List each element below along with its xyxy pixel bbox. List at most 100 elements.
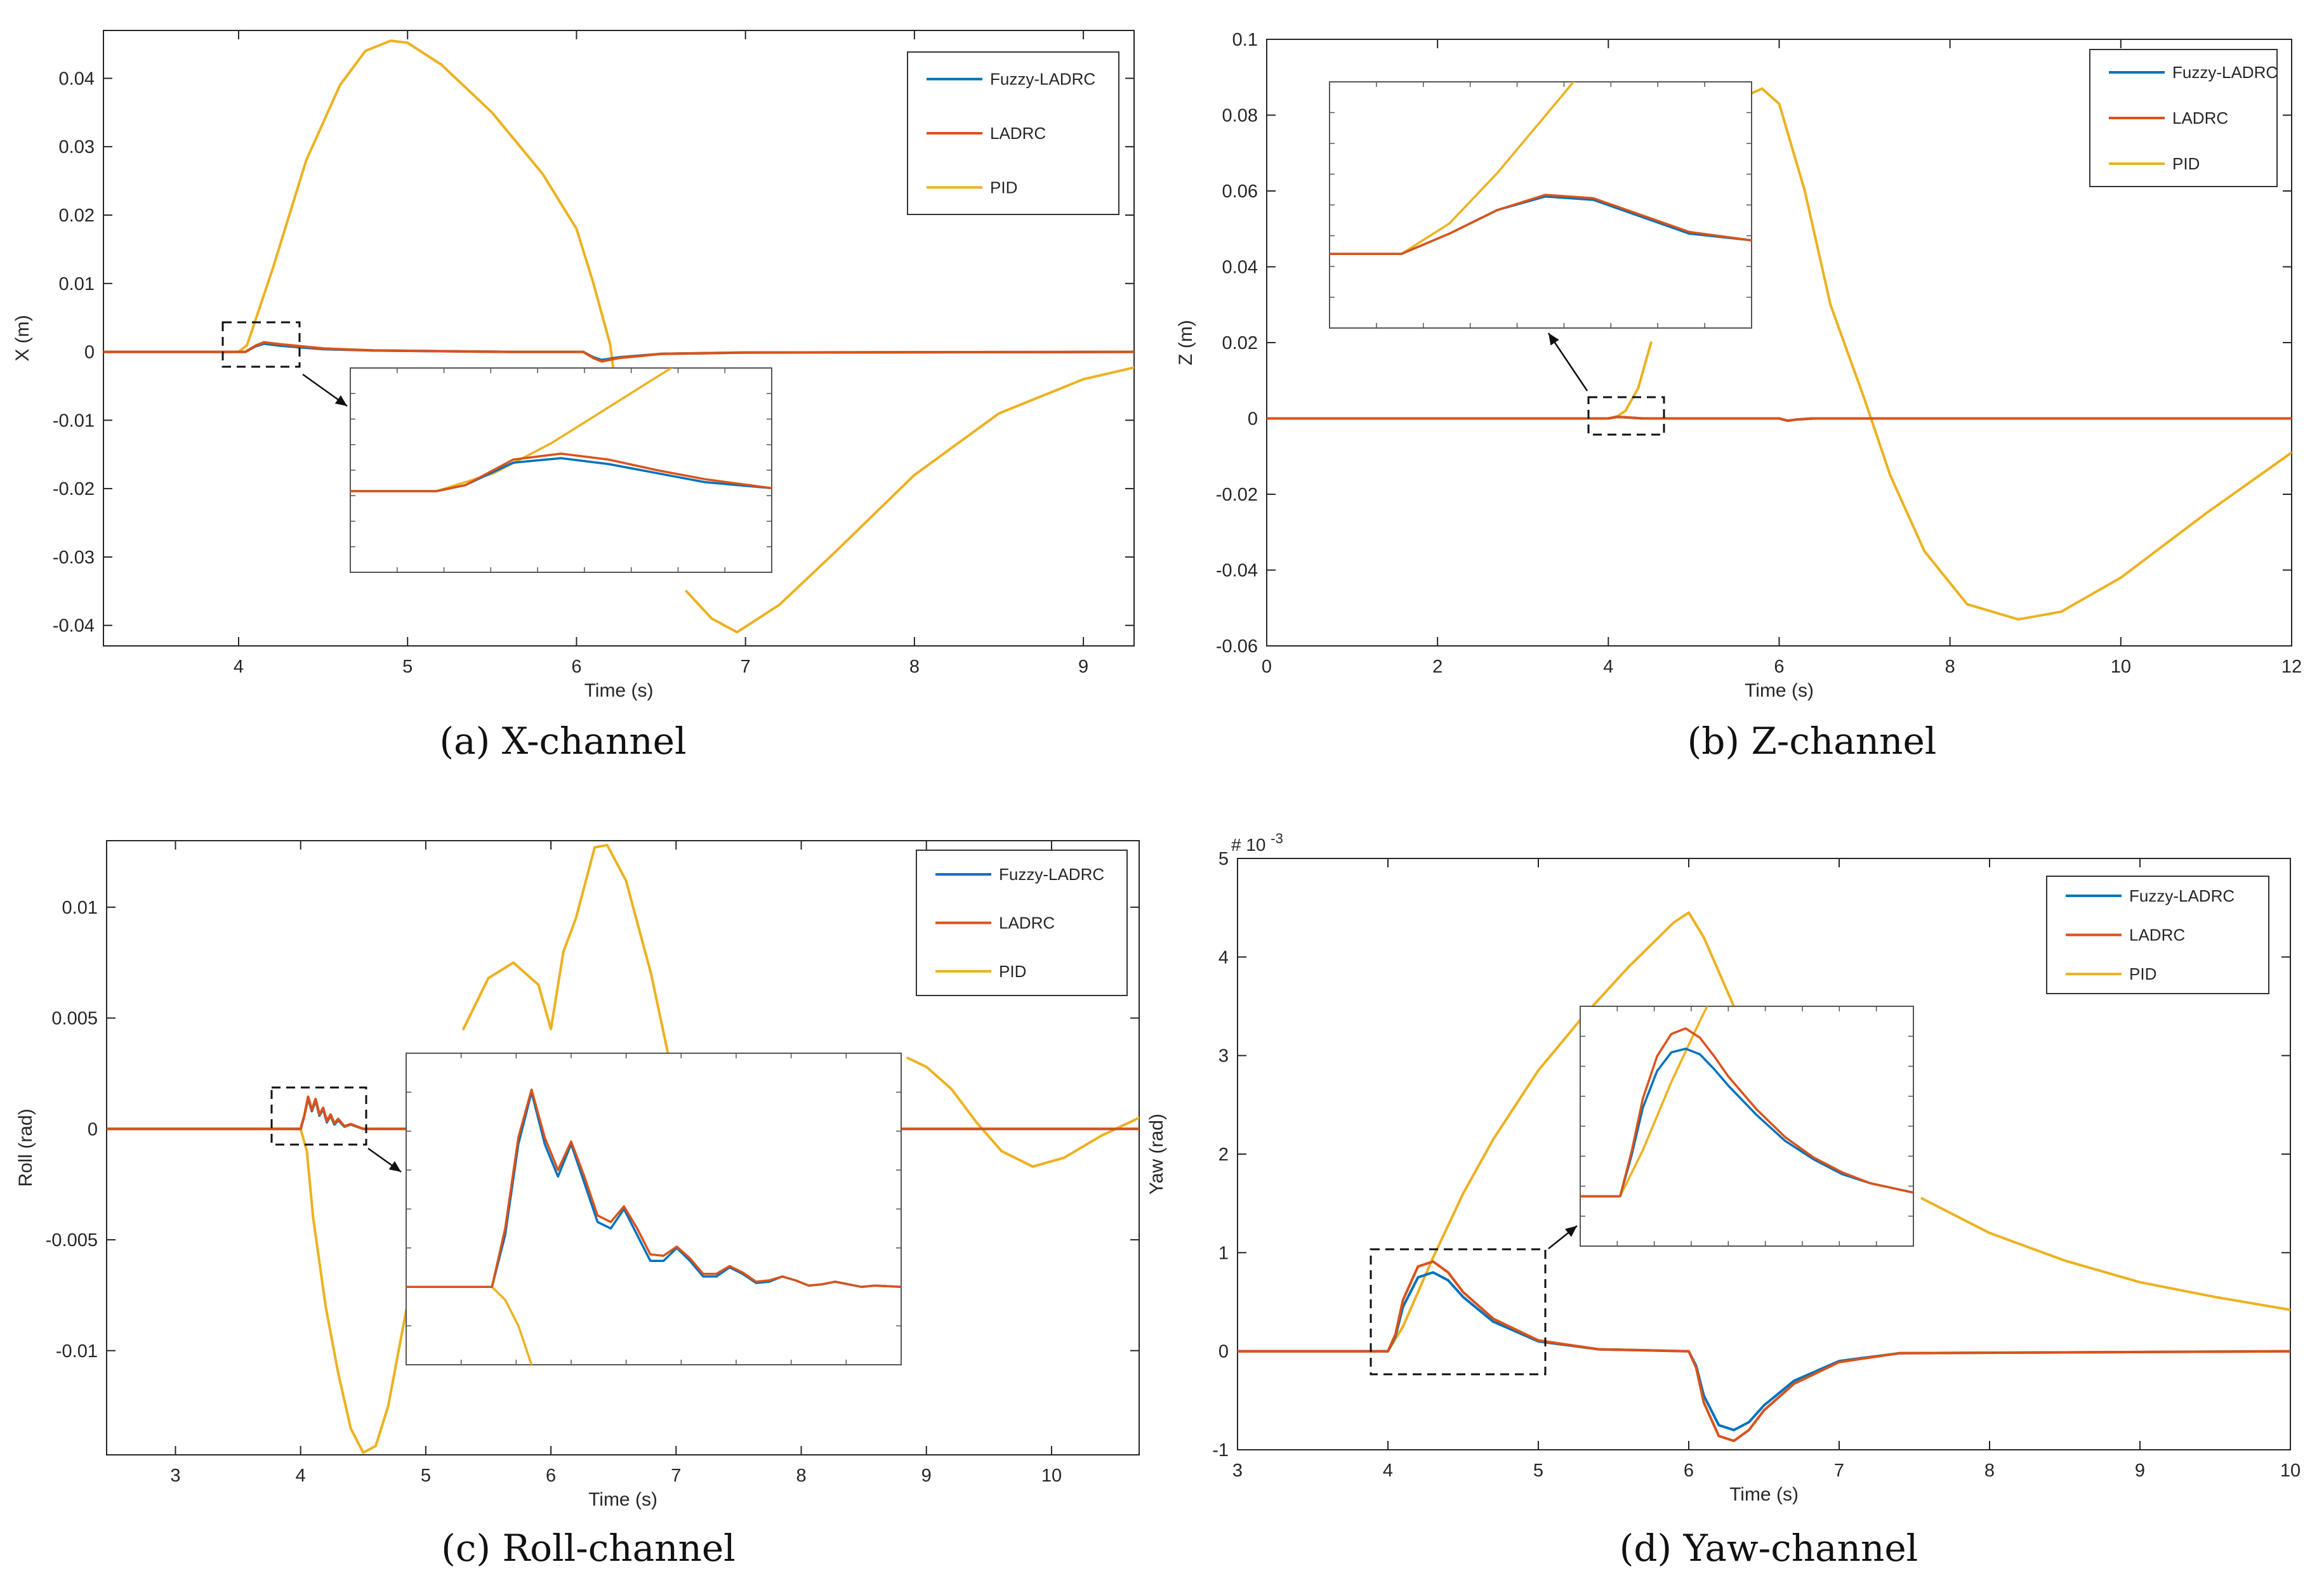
chart-x: 4 5 6 7 8 9 -0.04 -0.03 -0.02 -0.01 0 0.01 0.02 0.03 0… xyxy=(12,30,1135,763)
legend-label-pid: PID xyxy=(2129,964,2156,983)
legend-label-pid: PID xyxy=(999,962,1026,981)
plot-area xyxy=(1267,87,2292,621)
y-tick-label: 0.01 xyxy=(62,898,98,918)
zoom-arrow-head xyxy=(388,1161,401,1172)
series-ladrc xyxy=(103,341,1134,363)
y-exponent-power: -3 xyxy=(1271,831,1283,846)
y-tick-label: 0.08 xyxy=(1222,106,1258,126)
x-tick-label: 4 xyxy=(1603,657,1613,677)
x-tick-label: 8 xyxy=(909,657,920,677)
x-tick-label: 5 xyxy=(1533,1461,1543,1481)
y-tick-label: 4 xyxy=(1218,947,1229,968)
plot-area xyxy=(1238,911,2290,1442)
y-tick-label: 0.02 xyxy=(59,206,95,226)
y-tick-label: -1 xyxy=(1212,1440,1229,1461)
y-tick-label: -0.04 xyxy=(1216,561,1258,581)
x-tick-label: 7 xyxy=(671,1466,681,1486)
series-pid xyxy=(107,844,1139,1454)
zoom-region-box xyxy=(1587,396,1665,436)
chart-roll: 3 4 5 6 7 8 9 10 -0.01 -0.005 0 0.005 0.01 Time (s) Ro… xyxy=(15,840,1140,1570)
y-tick-label: 1 xyxy=(1218,1243,1229,1263)
inset-series-ladrc xyxy=(350,452,772,492)
y-tick-label: 0.005 xyxy=(51,1009,98,1029)
y-tick-label: 0.01 xyxy=(59,274,95,294)
y-tick-label: 0 xyxy=(84,343,95,363)
zoom-arrow-head xyxy=(334,395,347,406)
series-pid xyxy=(103,39,1134,634)
legend-label-fuzzy: Fuzzy-LADRC xyxy=(2129,886,2235,905)
series-ladrc xyxy=(1238,1260,2290,1442)
x-tick-label: 10 xyxy=(2280,1461,2301,1481)
inset-series-ladrc xyxy=(1580,1027,1913,1198)
inset-roll xyxy=(406,1053,902,1365)
y-tick-label: -0.02 xyxy=(53,479,95,499)
x-axis-label: Time (s) xyxy=(1745,680,1814,701)
inset-box xyxy=(350,367,772,573)
legend-label-ladrc: LADRC xyxy=(2129,926,2185,945)
legend-label-pid: PID xyxy=(2172,154,2200,173)
plot-area xyxy=(107,844,1139,1454)
y-tick-label: 5 xyxy=(1218,849,1229,869)
x-tick-label: 8 xyxy=(1945,657,1955,677)
series-pid xyxy=(1238,911,2290,1353)
y-tick-label: -0.03 xyxy=(53,548,95,568)
x-tick-label: 2 xyxy=(1432,657,1443,677)
x-tick-label: 5 xyxy=(402,657,413,677)
y-tick-label: 0 xyxy=(1248,409,1258,430)
y-tick-label: 0.04 xyxy=(59,69,95,89)
legend-label-ladrc: LADRC xyxy=(990,124,1046,143)
legend-label-ladrc: LADRC xyxy=(2172,108,2228,128)
caption: (b) Z-channel xyxy=(1687,719,1937,763)
y-tick-label: 3 xyxy=(1218,1046,1229,1067)
legend-label-pid: PID xyxy=(990,178,1017,197)
legend: Fuzzy-LADRC LADRC PID xyxy=(2046,876,2269,994)
x-tick-label: 8 xyxy=(796,1466,806,1486)
y-tick-label: -0.02 xyxy=(1216,485,1258,505)
caption: (c) Roll-channel xyxy=(441,1527,735,1570)
zoom-arrow-head xyxy=(1548,333,1559,346)
x-axis-label: Time (s) xyxy=(584,680,654,701)
axes-box xyxy=(103,30,1135,647)
x-tick-label: 10 xyxy=(2111,657,2131,677)
y-tick-label: 2 xyxy=(1218,1145,1229,1165)
legend: Fuzzy-LADRC LADRC PID xyxy=(907,51,1119,215)
y-tick-label: 0 xyxy=(1218,1342,1229,1362)
y-tick-label: -0.01 xyxy=(53,411,95,431)
legend: Fuzzy-LADRC LADRC PID xyxy=(2089,49,2278,187)
caption: (d) Yaw-channel xyxy=(1620,1527,1918,1570)
inset-series-ladrc xyxy=(1330,194,1752,255)
x-tick-label: 9 xyxy=(1078,657,1088,677)
y-tick-label: 0 xyxy=(88,1119,98,1140)
y-tick-label: 0.04 xyxy=(1222,258,1258,278)
x-tick-label: 6 xyxy=(1684,1461,1694,1481)
zoom-arrow xyxy=(1547,332,1588,391)
series-ladrc xyxy=(1267,416,2292,423)
y-axis-label: Z (m) xyxy=(1175,320,1196,365)
caption: (a) X-channel xyxy=(439,719,686,763)
x-tick-label: 4 xyxy=(1383,1461,1393,1481)
zoom-region-box xyxy=(221,321,301,368)
zoom-region-box xyxy=(270,1086,367,1146)
zoom-arrow-head xyxy=(1564,1226,1577,1237)
x-tick-label: 5 xyxy=(421,1466,431,1486)
y-tick-label: 0.03 xyxy=(59,137,95,157)
x-tick-label: 12 xyxy=(2281,657,2302,677)
inset-yaw xyxy=(1580,1006,1914,1247)
inset-plot xyxy=(406,1088,901,1365)
inset-plot xyxy=(1330,82,1752,255)
x-tick-label: 6 xyxy=(546,1466,556,1486)
x-tick-label: 6 xyxy=(571,657,581,677)
y-axis-label: X (m) xyxy=(12,315,33,361)
x-tick-label: 7 xyxy=(1834,1461,1844,1481)
x-tick-label: 8 xyxy=(1984,1461,1995,1481)
inset-plot xyxy=(1580,1006,1913,1198)
y-tick-label: 0.06 xyxy=(1222,181,1258,202)
x-tick-label: 10 xyxy=(1041,1466,1062,1486)
inset-box xyxy=(1580,1006,1914,1247)
y-tick-label: -0.04 xyxy=(53,616,95,636)
axes-box xyxy=(106,840,1140,1455)
inset-z xyxy=(1329,81,1752,329)
chart-z: 0 2 4 6 8 10 12 -0.06 -0.04 -0.02 0 0.02 0.04 0.06 0.0… xyxy=(1175,30,2302,763)
y-axis-label: Yaw (rad) xyxy=(1146,1114,1167,1195)
